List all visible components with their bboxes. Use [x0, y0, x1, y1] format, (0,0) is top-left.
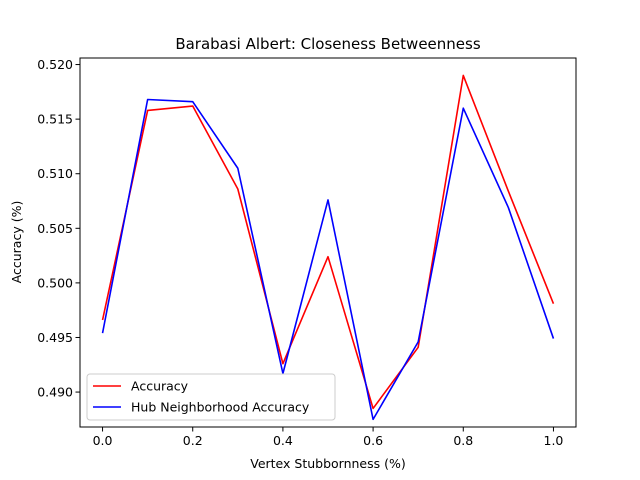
legend-label: Hub Neighborhood Accuracy [131, 400, 310, 415]
y-tick-label: 0.500 [37, 275, 73, 290]
x-tick-label: 0.2 [183, 433, 203, 448]
x-tick-label: 0.6 [363, 433, 383, 448]
y-tick-label: 0.495 [37, 330, 73, 345]
legend: Accuracy Hub Neighborhood Accuracy [86, 373, 336, 421]
y-tick-label: 0.520 [37, 57, 73, 72]
legend-box [86, 373, 336, 421]
legend-label: Accuracy [131, 379, 189, 394]
y-tick-label: 0.505 [37, 221, 73, 236]
x-tick-label: 1.0 [544, 433, 564, 448]
x-axis-label: Vertex Stubbornness (%) [250, 456, 406, 471]
chart-title: Barabasi Albert: Closeness Betweenness [175, 35, 481, 53]
x-tick-label: 0.4 [273, 433, 293, 448]
series-line-accuracy [101, 74, 555, 410]
y-axis-label: Accuracy (%) [9, 201, 24, 284]
series-layer [101, 74, 555, 421]
y-tick-label: 0.490 [37, 385, 73, 400]
x-tick-label: 0.0 [93, 433, 113, 448]
y-axis: 0.490 0.495 0.500 0.505 0.510 0.515 0.520 [37, 57, 80, 400]
series-line-hub-neighborhood-accuracy [101, 98, 555, 421]
plot-frame [79, 57, 577, 428]
y-tick-label: 0.510 [37, 166, 73, 181]
x-axis: 0.0 0.2 0.4 0.6 0.8 1.0 [93, 427, 564, 448]
x-tick-label: 0.8 [453, 433, 473, 448]
y-tick-label: 0.515 [37, 112, 73, 127]
